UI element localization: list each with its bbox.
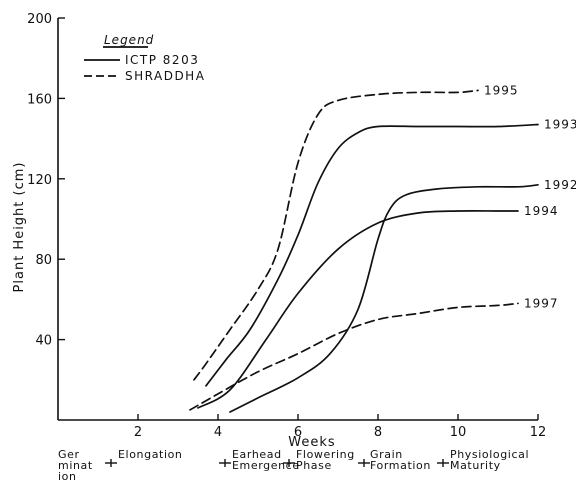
- growth-stage-label: Physiological: [450, 448, 529, 461]
- series-line-1992: [229, 183, 539, 413]
- series-label-1994: 1994: [524, 204, 559, 218]
- growth-stage-label: Emergence: [232, 459, 300, 472]
- growth-stage-label: minat: [58, 459, 93, 472]
- legend: Legend ICTP 8203 SHRADDHA: [84, 33, 205, 83]
- growth-stage-label: Maturity: [450, 459, 501, 472]
- x-tick-label: 10: [450, 425, 467, 440]
- series-label-1997: 1997: [524, 296, 559, 310]
- y-tick-label: 200: [27, 12, 52, 27]
- y-axis-title: Plant Height (cm): [12, 162, 27, 293]
- growth-stage-label: Grain: [370, 448, 403, 461]
- growth-stage-label: Ger: [58, 448, 80, 461]
- y-tick-label: 120: [27, 173, 52, 188]
- growth-stage-label: Earhead: [232, 448, 282, 461]
- series-line-1994: [197, 209, 519, 409]
- series-label-1992: 1992: [544, 178, 576, 192]
- x-tick-label: 6: [294, 425, 302, 440]
- legend-entry-label: ICTP 8203: [125, 53, 199, 67]
- y-tick-label: 160: [27, 92, 52, 107]
- growth-stage-label: Formation: [370, 459, 431, 472]
- growth-stage-label: Flowering: [296, 448, 355, 461]
- x-tick-label: 8: [374, 425, 382, 440]
- series-line-1993: [205, 123, 539, 387]
- legend-entry-label: SHRADDHA: [125, 69, 205, 83]
- y-tick-label: 40: [35, 334, 52, 349]
- labels-group: 2 4 6 8 10 12 40 80 120 160 200 Weeks Plant Height (…: [12, 12, 576, 450]
- legend-title: Legend: [104, 33, 154, 47]
- y-tick-label: 80: [35, 253, 52, 268]
- x-tick-label: 12: [530, 425, 547, 440]
- series-line-1997: [189, 302, 519, 411]
- tick-marks: [58, 17, 539, 420]
- growth-stage-label: ion: [58, 470, 77, 483]
- x-tick-label: 4: [214, 425, 222, 440]
- x-axis-title: Weeks: [288, 435, 335, 450]
- growth-stage-label: Elongation: [118, 448, 183, 461]
- series-label-1993: 1993: [544, 118, 576, 132]
- series-group: [189, 89, 539, 413]
- series-label-1995: 1995: [484, 83, 519, 97]
- growth-stage-label: Phase: [296, 459, 332, 472]
- x-tick-label: 2: [134, 425, 142, 440]
- series-line-1995: [193, 89, 479, 381]
